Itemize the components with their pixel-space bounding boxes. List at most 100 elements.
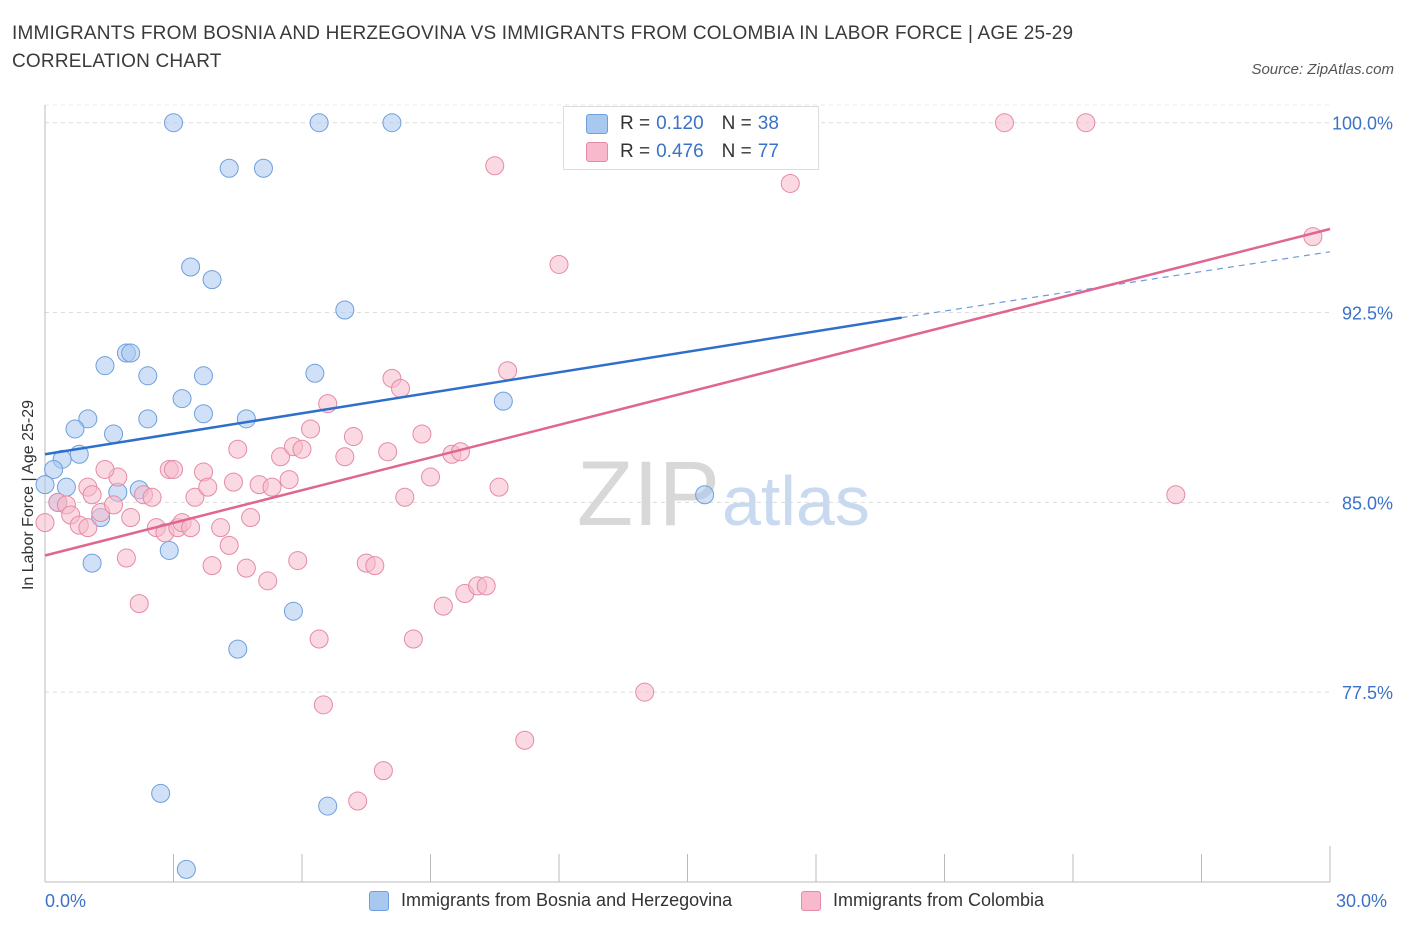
bosnia-point [695, 485, 715, 505]
colombia-point [142, 487, 162, 507]
r-label: R = [620, 141, 651, 162]
colombia-point [433, 596, 453, 616]
bosnia-point [95, 356, 115, 376]
colombia-point [378, 442, 398, 462]
bosnia-point [382, 113, 402, 133]
colombia-point [116, 548, 136, 568]
colombia-point [365, 556, 385, 576]
colombia-swatch [801, 890, 821, 911]
colombia-point [241, 508, 261, 528]
chart-title: IMMIGRANTS FROM BOSNIA AND HERZEGOVINA V… [12, 23, 1074, 72]
colombia-point [309, 629, 329, 649]
grid-lines [45, 104, 1330, 693]
bosnia-point [138, 409, 158, 429]
n-label: N = [721, 113, 752, 134]
colombia-point [258, 571, 278, 591]
bosnia-point [176, 859, 196, 879]
colombia-point [1303, 227, 1323, 247]
colombia-point [391, 378, 411, 398]
trend-lines [44, 227, 1331, 557]
colombia-point [129, 594, 149, 614]
colombia-point [335, 447, 355, 467]
y-tick-labels: 77.5% 85.0% 92.5% 100.0% [1332, 114, 1393, 703]
colombia-point [211, 518, 231, 538]
colombia-point [549, 254, 569, 274]
data-points [35, 113, 1323, 879]
bosnia-point [78, 409, 98, 429]
bosnia-point [236, 409, 256, 429]
r-label: R = [620, 113, 651, 134]
bosnia-point [82, 553, 102, 573]
bosnia-point [151, 783, 171, 803]
colombia-point [228, 439, 248, 459]
colombia-point [515, 730, 535, 750]
stats-row-colombia: R = 0.476 N = 77 [586, 140, 779, 164]
colombia-point [262, 477, 282, 497]
colombia-point [348, 791, 368, 811]
n-value: 77 [757, 141, 779, 162]
colombia-point [279, 470, 299, 490]
bosnia-point [305, 363, 325, 383]
bosnia-point [193, 366, 213, 386]
bosnia-point [104, 424, 124, 444]
colombia-point [635, 682, 655, 702]
bosnia-swatch [369, 890, 389, 911]
r-value: 0.120 [656, 113, 704, 134]
bosnia-point [228, 639, 248, 659]
colombia-point [223, 472, 243, 492]
x-tick-label-min: 0.0% [45, 891, 87, 911]
bosnia-point [121, 343, 141, 363]
y-tick-label: 85.0% [1342, 493, 1393, 513]
bosnia-point [309, 113, 329, 133]
colombia-point [343, 427, 363, 447]
source-label: Source: ZipAtlas.com [1251, 61, 1394, 78]
colombia-point [95, 459, 115, 479]
colombia-point [121, 508, 141, 528]
colombia-point [185, 487, 205, 507]
stats-row-bosnia: R = 0.120 N = 38 [586, 112, 779, 136]
bosnia-point [193, 404, 213, 424]
y-tick-label: 100.0% [1332, 114, 1393, 134]
bosnia-point [493, 391, 513, 411]
bosnia-point [44, 459, 64, 479]
y-tick-label: 92.5% [1342, 304, 1393, 324]
bosnia-point [335, 300, 355, 320]
colombia-point [219, 535, 239, 555]
legend-label-bosnia: Immigrants from Bosnia and Herzegovina [401, 890, 733, 910]
colombia-point [395, 487, 415, 507]
bosnia-point [219, 158, 239, 178]
colombia-point [313, 695, 333, 715]
n-value: 38 [757, 113, 779, 134]
r-value: 0.476 [656, 141, 704, 162]
bosnia-point [35, 475, 55, 495]
legend-item-bosnia: Immigrants from Bosnia and Herzegovina [369, 890, 732, 911]
bosnia-point [181, 257, 201, 277]
bosnia-point [283, 601, 303, 621]
colombia-point [489, 477, 509, 497]
bosnia-point [138, 366, 158, 386]
bosnia-point [164, 113, 183, 133]
watermark-atlas: atlas [722, 462, 870, 540]
y-tick-label: 77.5% [1342, 683, 1393, 703]
colombia-point [288, 551, 308, 571]
colombia-point [271, 447, 291, 467]
colombia-point [1166, 485, 1186, 505]
colombia-point [292, 439, 312, 459]
bosnia-point [65, 419, 85, 439]
bosnia-point [202, 270, 222, 290]
bosnia-point [253, 158, 273, 178]
colombia-point [236, 558, 256, 578]
colombia-point [78, 518, 98, 538]
n-label: N = [721, 141, 752, 162]
colombia-point [35, 513, 55, 533]
colombia-point [1076, 113, 1096, 133]
bosnia-point [159, 540, 179, 560]
bosnia-point [318, 796, 338, 816]
colombia-point [373, 761, 393, 781]
stats-legend: R = 0.120 N = 38 R = 0.476 N = 77 [563, 106, 819, 170]
legend-item-colombia: Immigrants from Colombia [801, 890, 1044, 911]
legend-label-colombia: Immigrants from Colombia [833, 890, 1045, 910]
colombia-point [82, 485, 102, 505]
colombia-point [104, 495, 124, 515]
